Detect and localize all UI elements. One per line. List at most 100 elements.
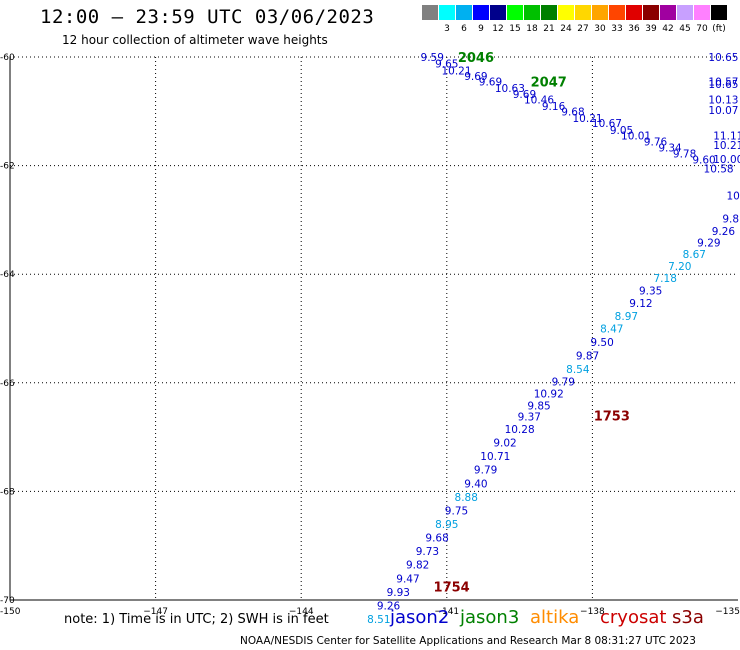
y-tick-label: -62 — [0, 162, 15, 172]
x-tick-label: −135 — [715, 607, 740, 617]
wave-height-point: 10.92 — [534, 389, 564, 401]
legend-cryosat: cryosat — [600, 607, 667, 628]
wave-height-point: 9.02 — [493, 438, 516, 450]
wave-height-point: 9.34 — [658, 143, 682, 155]
colorbar-label: 6 — [461, 24, 467, 34]
x-tick-label: −144 — [289, 607, 314, 617]
colorbar-swatch — [592, 5, 608, 20]
colorbar-label: 36 — [628, 24, 640, 34]
pass-time-label: 2046 — [458, 51, 494, 66]
colorbar-swatch — [490, 5, 506, 20]
y-tick-label: -70 — [0, 596, 15, 606]
wave-height-point: 9.79 — [474, 465, 497, 477]
colorbar-swatch — [660, 5, 676, 20]
wave-height-point: 10.57 — [708, 76, 738, 88]
wave-height-point: 9.8 — [722, 213, 739, 225]
wave-height-point: 9.59 — [421, 52, 444, 64]
x-tick-label: −138 — [580, 607, 605, 617]
colorbar-label: 24 — [560, 24, 572, 34]
colorbar-swatch — [422, 5, 438, 20]
colorbar-swatch — [541, 5, 557, 20]
colorbar-label: (ft) — [712, 24, 726, 34]
wave-height-point: 10.07 — [708, 105, 738, 117]
wave-height-point: 10.28 — [505, 424, 535, 436]
wave-height-point: 9.76 — [644, 137, 668, 149]
wave-height-point: 10.13 — [708, 94, 738, 106]
y-tick-label: -64 — [0, 270, 15, 280]
wave-height-point: 10.67 — [592, 118, 622, 130]
wave-height-point: 8.67 — [683, 249, 706, 261]
wave-height-point: 10.21 — [713, 140, 740, 152]
colorbar-label: 3 — [444, 24, 450, 34]
colorbar-swatch — [558, 5, 574, 20]
y-tick-label: -68 — [0, 487, 15, 497]
colorbar-swatch — [626, 5, 642, 20]
wave-height-point: 9.47 — [396, 573, 419, 585]
wave-height-point: 9.69 — [513, 89, 536, 101]
y-tick-label: -60 — [0, 53, 15, 63]
wave-height-point: 9.75 — [445, 505, 468, 517]
wave-height-point: 10.21 — [441, 66, 471, 78]
wave-height-point: 9.35 — [639, 285, 662, 297]
colorbar-label: 39 — [645, 24, 657, 34]
pass-time-label: 1754 — [434, 580, 470, 595]
colorbar-swatch — [643, 5, 659, 20]
colorbar-label: 45 — [679, 24, 691, 34]
colorbar-swatch — [711, 5, 727, 20]
chart-subtitle: 12 hour collection of altimeter wave hei… — [62, 33, 328, 47]
wave-height-point: 9.93 — [387, 587, 410, 599]
wave-height-point: 9.69 — [479, 76, 502, 88]
legend-jason2: jason2 — [390, 607, 450, 628]
wave-height-point: 11.11 — [713, 131, 740, 143]
wave-height-point: 9.40 — [464, 478, 487, 490]
colorbar-label: 21 — [543, 24, 555, 34]
wave-height-point: 9.85 — [527, 401, 550, 413]
wave-height-point: 9.73 — [416, 546, 439, 558]
colorbar-swatch — [439, 5, 455, 20]
pass-time-label: 2047 — [531, 75, 567, 90]
wave-height-point: 9.05 — [610, 125, 633, 137]
colorbar-swatch — [473, 5, 489, 20]
colorbar-swatch — [575, 5, 591, 20]
chart-title: 12:00 – 23:59 UTC 03/06/2023 — [40, 6, 375, 28]
wave-height-point: 10.65 — [708, 52, 738, 64]
wave-height-point: 9.82 — [406, 560, 429, 572]
wave-height-point: 10.46 — [524, 94, 554, 106]
wave-height-point: 9.79 — [552, 377, 575, 389]
wave-height-point: 10.65 — [708, 79, 738, 91]
wave-height-point: 9.50 — [590, 337, 613, 349]
wave-height-point: 9.87 — [576, 351, 599, 363]
wave-height-point: 10.21 — [573, 113, 603, 125]
wave-height-point: 9.60 — [692, 155, 715, 167]
footer-note: note: 1) Time is in UTC; 2) SWH is in fe… — [64, 612, 329, 627]
colorbar-swatch — [609, 5, 625, 20]
wave-height-point: 9.68 — [561, 106, 584, 118]
wave-height-point: 9.26 — [712, 226, 736, 238]
wave-height-point: 9.26 — [377, 600, 401, 612]
wave-height-point: 7.20 — [668, 261, 691, 273]
y-tick-label: -66 — [0, 379, 15, 389]
x-tick-label: -150 — [0, 607, 21, 617]
x-tick-label: −147 — [143, 607, 168, 617]
wave-height-point: 8.88 — [455, 492, 478, 504]
wave-height-point: 9.37 — [518, 411, 541, 423]
colorbar-label: 30 — [594, 24, 606, 34]
wave-height-point: 8.97 — [615, 311, 638, 323]
wave-height-point: 10 — [726, 190, 739, 202]
colorbar-swatch — [694, 5, 710, 20]
wave-height-point: 7.18 — [654, 273, 677, 285]
wave-height-point: 9.78 — [673, 149, 696, 161]
colorbar-swatch — [524, 5, 540, 20]
x-tick-label: −141 — [434, 607, 459, 617]
wave-height-point: 10.01 — [621, 131, 651, 143]
wave-height-point: 8.54 — [566, 364, 590, 376]
wave-height-point: 9.16 — [542, 101, 566, 113]
colorbar-label: 33 — [611, 24, 623, 34]
colorbar-swatch — [677, 5, 693, 20]
wave-height-point: 9.65 — [435, 59, 458, 71]
wave-height-point: 10.71 — [480, 451, 510, 463]
wave-height-point: 9.29 — [697, 238, 720, 250]
colorbar-swatch — [456, 5, 472, 20]
wave-height-point: 8.95 — [435, 519, 458, 531]
